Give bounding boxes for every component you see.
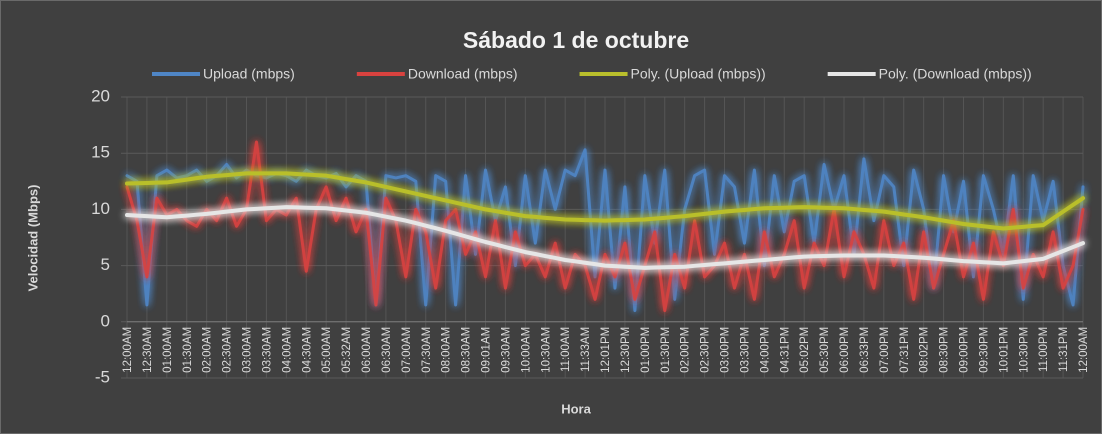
x-tick-label: 10:30PM	[1018, 327, 1030, 373]
y-tick-label: 0	[101, 311, 110, 330]
x-tick-label: 05:30PM	[819, 327, 831, 373]
x-tick-label: 09:30PM	[978, 327, 990, 373]
x-tick-label: 08:30PM	[939, 327, 951, 373]
x-tick-label: 02:30AM	[222, 327, 234, 373]
series-line	[125, 148, 1085, 313]
x-tick-label: 07:31PM	[899, 327, 911, 373]
x-tick-label: 06:33PM	[859, 327, 871, 373]
series-line	[125, 171, 1085, 231]
y-tick-label: 10	[91, 199, 110, 218]
x-tick-label: 04:00PM	[759, 327, 771, 373]
x-tick-label: 03:00PM	[720, 327, 732, 373]
y-axis-title: Velocidad (Mbps)	[25, 185, 40, 292]
x-tick-label: 11:33AM	[580, 327, 592, 372]
legend-label: Poly. (Upload (mbps))	[631, 66, 766, 82]
x-tick-label: 10:00AM	[520, 327, 532, 373]
x-tick-label: 05:02PM	[799, 327, 811, 373]
x-tick-label: 02:00AM	[202, 327, 214, 373]
legend-label: Upload (mbps)	[203, 66, 295, 82]
x-tick-label: 12:30PM	[620, 327, 632, 373]
x-tick-label: 07:30AM	[421, 327, 433, 373]
x-tick-label: 09:01AM	[481, 327, 493, 373]
x-tick-label: 04:30AM	[301, 327, 313, 373]
y-tick-label: -5	[95, 367, 110, 386]
y-tick-label: 5	[101, 255, 110, 274]
x-tick-label: 05:32AM	[341, 327, 353, 373]
x-tick-label: 12:00AM	[122, 327, 134, 373]
chart-title: Sábado 1 de octubre	[463, 27, 689, 53]
x-tick-label: 01:00AM	[162, 327, 174, 373]
x-tick-label: 08:30AM	[461, 327, 473, 373]
x-tick-label: 11:31PM	[1058, 327, 1070, 372]
x-tick-label: 04:00AM	[281, 327, 293, 373]
series-line	[125, 140, 1085, 313]
x-tick-label: 07:00PM	[879, 327, 891, 373]
x-tick-label: 01:00PM	[640, 327, 652, 373]
x-tick-label: 06:00PM	[839, 327, 851, 373]
legend-label: Download (mbps)	[408, 66, 518, 82]
x-tick-label: 08:02PM	[919, 327, 931, 373]
x-tick-label: 04:31PM	[779, 327, 791, 373]
x-tick-label: 06:30AM	[381, 327, 393, 373]
x-tick-label: 02:30PM	[700, 327, 712, 373]
x-tick-label: 09:30AM	[500, 327, 512, 373]
x-tick-label: 08:00AM	[441, 327, 453, 373]
x-tick-label: 12:01PM	[600, 327, 612, 373]
x-tick-label: 03:00AM	[242, 327, 254, 373]
y-tick-label: 20	[91, 86, 110, 105]
x-axis-title: Hora	[561, 401, 591, 416]
x-tick-label: 11:00PM	[1038, 327, 1050, 372]
x-tick-label: 07:00AM	[401, 327, 413, 373]
series-line	[125, 205, 1085, 270]
x-tick-label: 01:30AM	[182, 327, 194, 373]
x-tick-label: 11:00AM	[560, 327, 572, 372]
x-tick-label: 06:00AM	[361, 327, 373, 373]
x-tick-label: 09:00PM	[959, 327, 971, 373]
x-tick-label: 01:30PM	[660, 327, 672, 373]
y-tick-label: 15	[91, 143, 110, 162]
x-tick-label: 03:30PM	[739, 327, 751, 373]
x-tick-label: 12:00AM	[1078, 327, 1090, 373]
x-tick-label: 10:30AM	[540, 327, 552, 373]
x-tick-label: 12:30AM	[142, 327, 154, 373]
x-tick-label: 05:00AM	[321, 327, 333, 373]
x-tick-label: 03:30AM	[261, 327, 273, 373]
x-tick-label: 10:01PM	[998, 327, 1010, 373]
legend-label: Poly. (Download (mbps))	[879, 66, 1032, 82]
x-tick-label: 02:00PM	[680, 327, 692, 373]
